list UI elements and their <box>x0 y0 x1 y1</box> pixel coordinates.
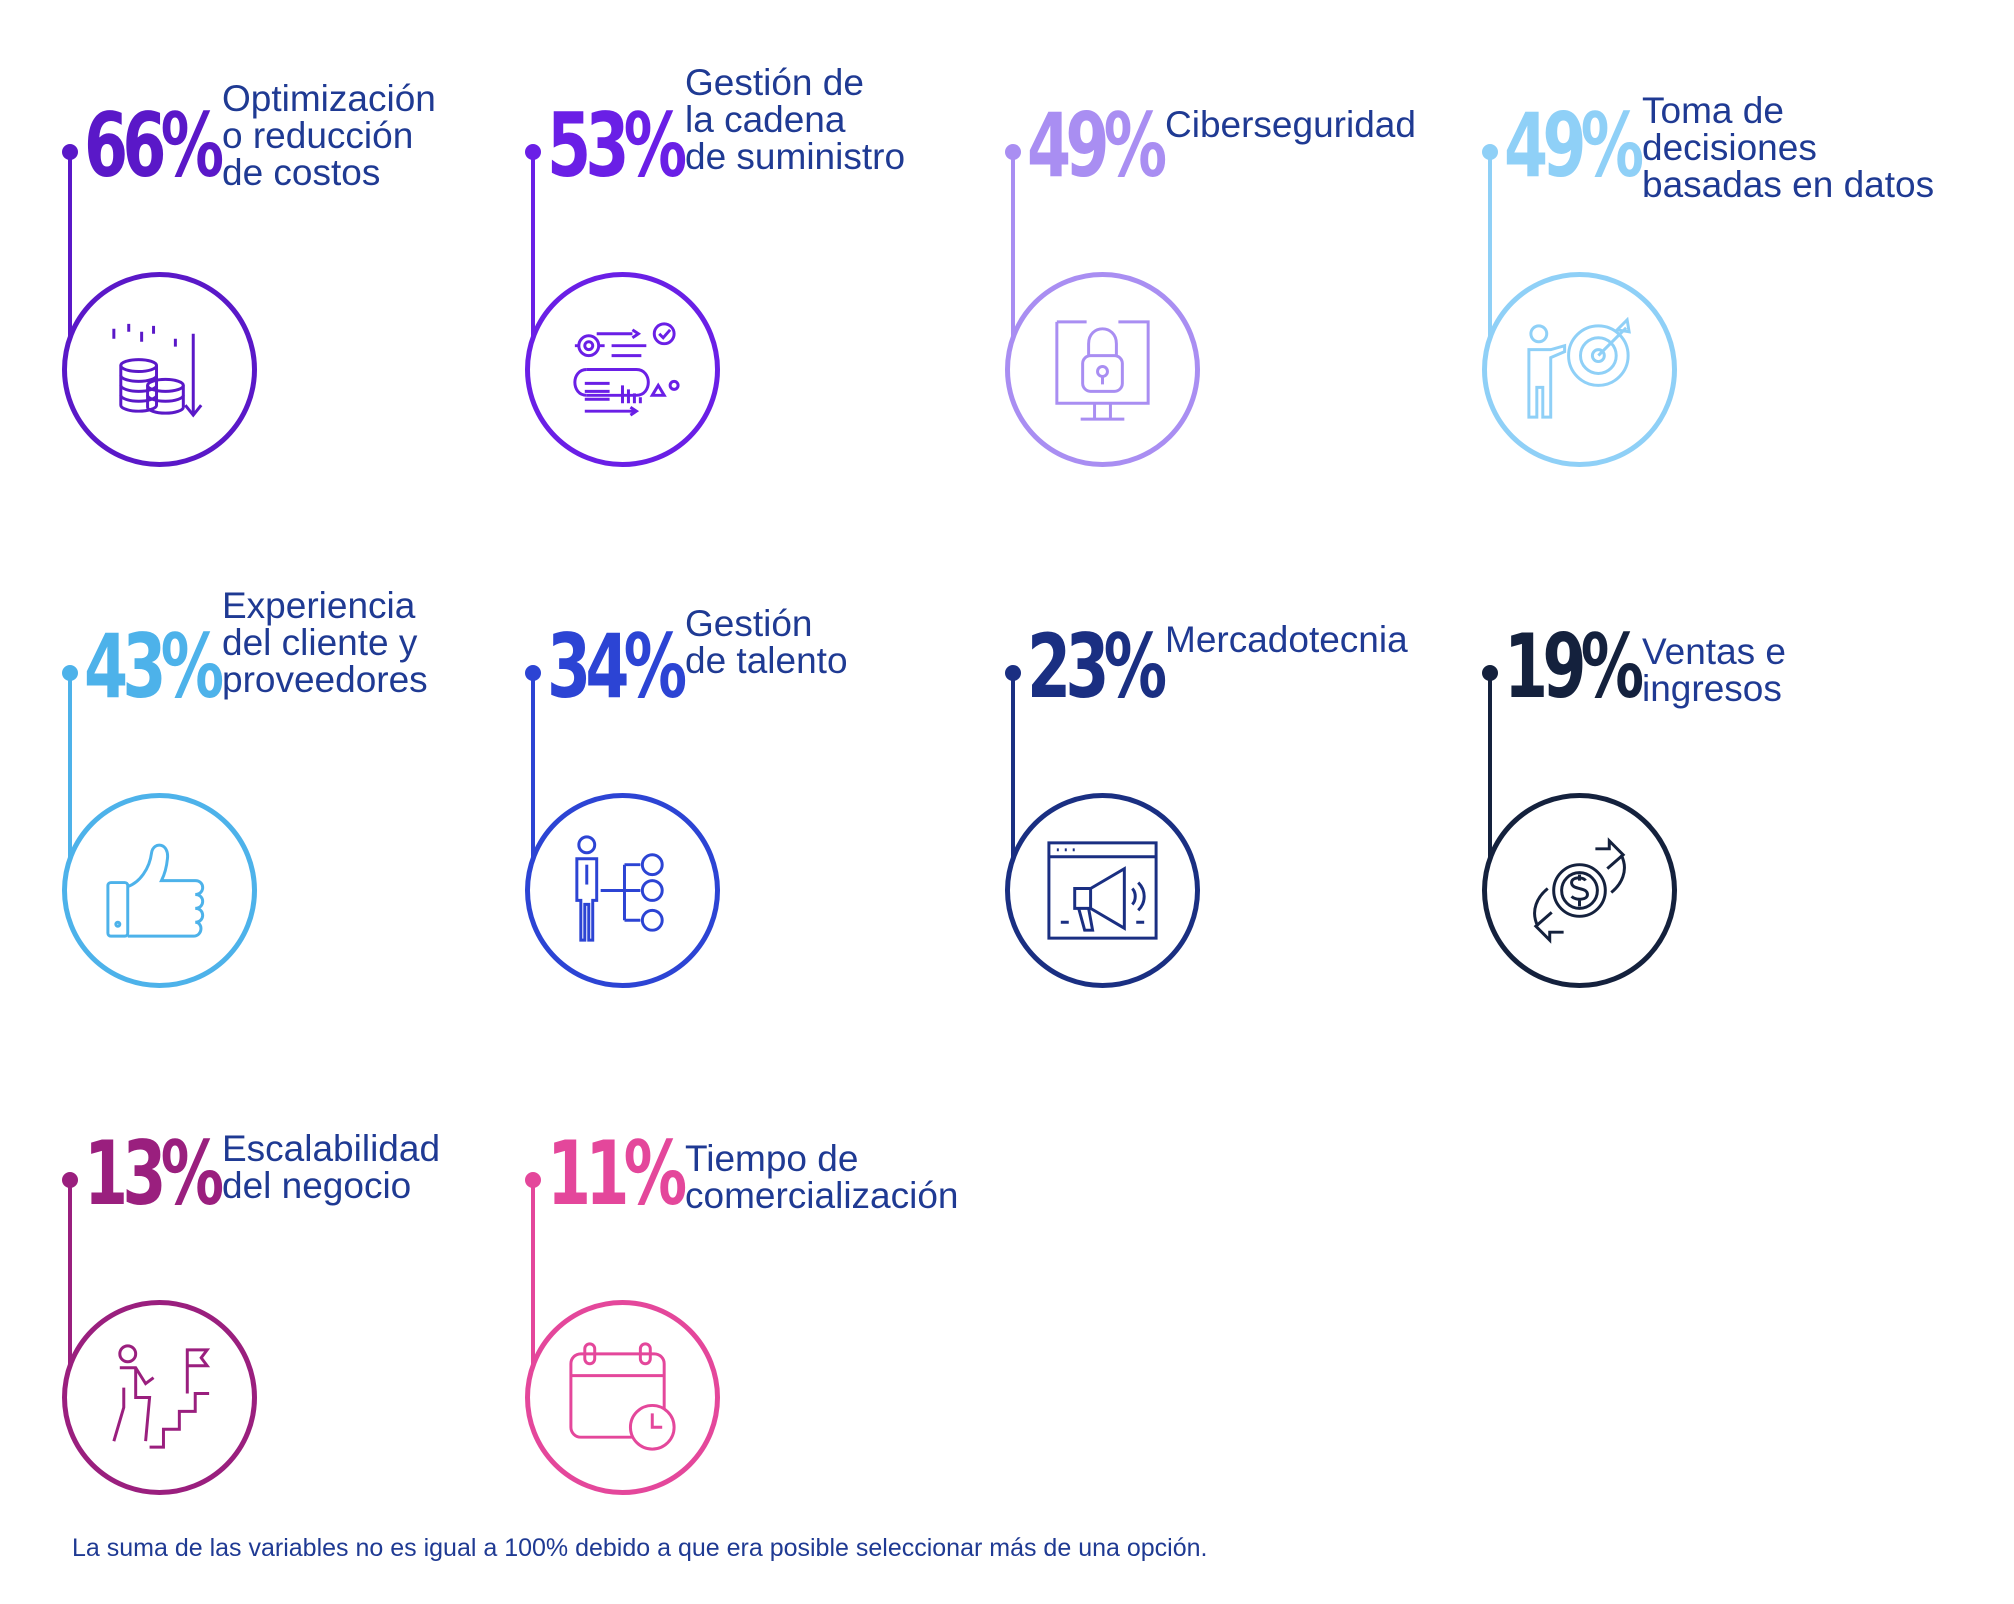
stat-item: 49% Toma de decisiones basadas en datos <box>1482 44 1952 467</box>
percentage-value: 23% <box>1027 615 1167 718</box>
percentage-value: 43% <box>84 615 224 718</box>
target-person-icon <box>1527 316 1631 419</box>
connector-dot <box>525 1172 541 1188</box>
connector-dot <box>1005 144 1021 160</box>
connector-line <box>531 152 535 372</box>
connector-line <box>68 673 72 893</box>
connector-dot <box>62 1172 78 1188</box>
connector-dot <box>62 144 78 160</box>
stat-item: 34% Gestión de talento <box>525 565 995 988</box>
category-label: Escalabilidad del negocio <box>222 1128 441 1206</box>
calendar-clock-icon <box>569 1342 676 1451</box>
stairs-flag-icon <box>112 1344 211 1449</box>
category-label: Gestión de la cadena de suministro <box>685 62 906 177</box>
connector-line <box>1011 152 1015 372</box>
icon-circle <box>525 793 720 988</box>
category-label: Tiempo de comercialización <box>685 1138 959 1216</box>
connector-dot <box>1482 665 1498 681</box>
icon-circle <box>62 272 257 467</box>
thumbs-up-icon <box>106 843 205 938</box>
icon-circle <box>1482 793 1677 988</box>
connector-line <box>68 152 72 372</box>
connector-line <box>531 1180 535 1400</box>
percentage-value: 13% <box>84 1122 224 1225</box>
stat-item: 43% Experiencia del cliente y proveedores <box>62 565 532 988</box>
icon-circle <box>525 272 720 467</box>
percentage-value: 66% <box>84 94 224 197</box>
person-network-icon <box>575 835 664 942</box>
icon-circle <box>1005 272 1200 467</box>
connector-dot <box>525 665 541 681</box>
supply-chain-icon <box>573 322 680 417</box>
category-label: Optimización o reducción de costos <box>222 78 436 193</box>
connector-line <box>1011 673 1015 893</box>
icon-circle <box>1482 272 1677 467</box>
category-label: Ventas e ingresos <box>1642 631 1787 709</box>
icon-circle <box>62 793 257 988</box>
percentage-value: 49% <box>1504 94 1644 197</box>
category-label: Experiencia del cliente y proveedores <box>222 585 428 700</box>
stat-item: 66% Optimización o reducción de costos <box>62 44 532 467</box>
percentage-value: 49% <box>1027 94 1167 197</box>
stat-item: 11% Tiempo de comercialización <box>525 1072 995 1495</box>
connector-line <box>1488 152 1492 372</box>
percentage-value: 53% <box>547 94 687 197</box>
percentage-value: 19% <box>1504 615 1644 718</box>
stat-item: 49% Ciberseguridad <box>1005 44 1475 467</box>
category-label: Gestión de talento <box>685 603 848 681</box>
dollar-exchange-icon <box>1533 837 1626 944</box>
connector-dot <box>1005 665 1021 681</box>
category-label: Ciberseguridad <box>1165 104 1416 145</box>
stat-item: 53% Gestión de la cadena de suministro <box>525 44 995 467</box>
footnote: La suma de las variables no es igual a 1… <box>72 1534 1208 1562</box>
icon-circle <box>1005 793 1200 988</box>
lock-monitor-icon <box>1055 320 1150 421</box>
icon-circle <box>62 1300 257 1495</box>
megaphone-icon <box>1047 841 1158 940</box>
category-label: Toma de decisiones basadas en datos <box>1642 90 1935 205</box>
connector-dot <box>62 665 78 681</box>
stat-item: 23% Mercadotecnia <box>1005 565 1475 988</box>
connector-line <box>1488 673 1492 893</box>
connector-line <box>68 1180 72 1400</box>
connector-line <box>531 673 535 893</box>
connector-dot <box>1482 144 1498 160</box>
coins-down-icon <box>112 323 203 418</box>
connector-dot <box>525 144 541 160</box>
percentage-value: 34% <box>547 615 687 718</box>
category-label: Mercadotecnia <box>1165 619 1408 660</box>
stat-item: 13% Escalabilidad del negocio <box>62 1072 532 1495</box>
icon-circle <box>525 1300 720 1495</box>
percentage-value: 11% <box>547 1122 687 1225</box>
stat-item: 19% Ventas e ingresos <box>1482 565 1952 988</box>
